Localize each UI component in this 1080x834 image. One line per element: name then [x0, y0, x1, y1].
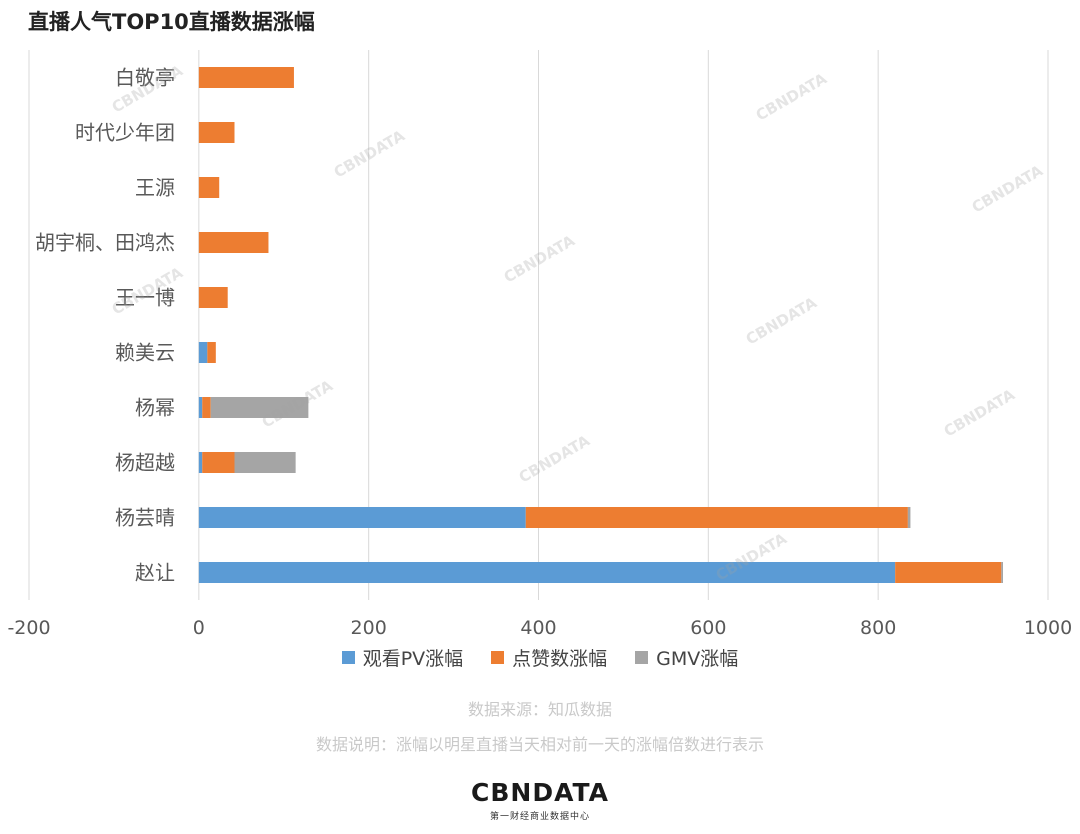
bar-segment: [198, 562, 896, 583]
explanation-note: 数据说明：涨幅以明星直播当天相对前一天的涨幅倍数进行表示: [315, 735, 764, 754]
bar-segment: [895, 562, 1002, 583]
category-label: 赵让: [135, 561, 175, 585]
bar-segment: [198, 67, 294, 88]
logo-main-text: CBNDATA: [471, 778, 609, 807]
bar-segment: [234, 452, 296, 473]
bar-segment: [210, 397, 309, 418]
category-label: 时代少年团: [75, 121, 175, 145]
legend-swatch: [491, 651, 505, 664]
bar-segment: [198, 452, 203, 473]
category-label: 胡宇桐、田鸿杰: [35, 231, 175, 255]
category-label: 王源: [135, 176, 175, 200]
bar-segment: [198, 177, 220, 198]
bar-segment: [207, 342, 216, 363]
bar-segment: [525, 507, 908, 528]
x-tick-label: 0: [193, 617, 205, 639]
bar-segment: [198, 397, 203, 418]
bar-segment: [202, 397, 211, 418]
legend-label: 点赞数涨幅: [512, 648, 608, 670]
chart-title: 直播人气TOP10直播数据涨幅: [28, 10, 315, 34]
x-tick-label: -200: [7, 617, 50, 639]
legend-swatch: [341, 651, 355, 664]
category-label: 杨幂: [135, 396, 175, 420]
legend-swatch: [635, 651, 649, 664]
logo-sub-text: 第一财经商业数据中心: [489, 812, 590, 822]
x-tick-label: 200: [351, 617, 387, 639]
bar-segment: [198, 232, 269, 253]
category-label: 杨芸晴: [115, 506, 175, 530]
x-tick-label: 1000: [1024, 617, 1072, 639]
legend: 观看PV涨幅 点赞数涨幅 GMV涨幅: [0, 644, 1080, 671]
source-note: 数据来源：知瓜数据: [467, 700, 612, 719]
bar-segment: [198, 342, 208, 363]
x-tick-label: 600: [690, 617, 726, 639]
legend-label: 观看PV涨幅: [362, 648, 464, 670]
category-label: 白敬亭: [115, 66, 175, 90]
legend-item: 点赞数涨幅: [491, 644, 607, 671]
bar-segment: [198, 287, 228, 308]
bar-segment: [907, 507, 911, 528]
x-tick-label: 400: [520, 617, 556, 639]
legend-item: GMV涨幅: [635, 644, 738, 671]
bars: [198, 67, 1003, 583]
category-label: 赖美云: [115, 341, 175, 365]
bar-segment: [198, 122, 235, 143]
bar-segment: [1001, 562, 1003, 583]
legend-label: GMV涨幅: [656, 648, 739, 670]
category-label: 杨超越: [115, 451, 175, 475]
x-tick-labels: -200 0 200 400 600 800 1000: [7, 617, 1072, 639]
category-label: 王一博: [115, 286, 175, 310]
cbndata-logo: CBNDATA 第一财经商业数据中心: [0, 778, 1080, 822]
x-tick-label: 800: [860, 617, 896, 639]
bar-segment: [202, 452, 235, 473]
legend-item: 观看PV涨幅: [341, 644, 464, 671]
bar-segment: [198, 507, 526, 528]
